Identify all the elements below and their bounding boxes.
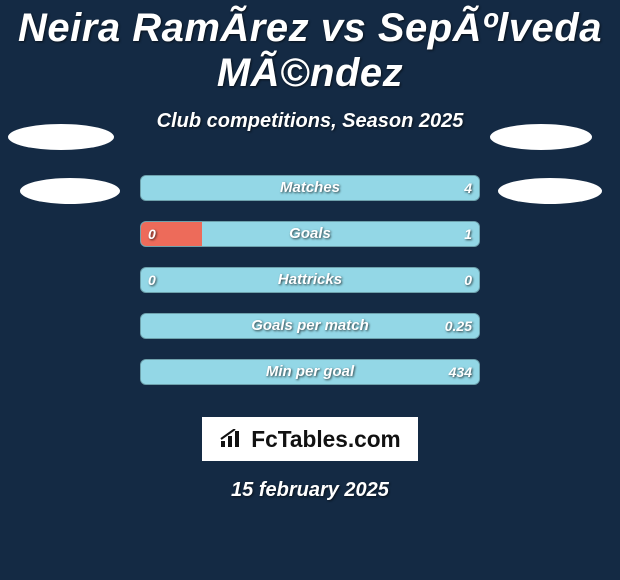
- stat-bar: [140, 313, 480, 339]
- stat-row: Min per goal434: [0, 359, 620, 405]
- stat-bar: [140, 267, 480, 293]
- brand-box[interactable]: FcTables.com: [202, 417, 418, 461]
- stat-row: Hattricks00: [0, 267, 620, 313]
- stat-value-left: 0: [148, 221, 156, 247]
- stat-bar-right: [141, 360, 479, 384]
- stat-bar: [140, 175, 480, 201]
- stat-bar: [140, 221, 480, 247]
- stat-bar-right: [141, 314, 479, 338]
- stat-value-right: 1: [464, 221, 472, 247]
- ellipse-right-2: [498, 178, 602, 204]
- stat-value-right: 0.25: [445, 313, 472, 339]
- stat-value-right: 434: [449, 359, 472, 385]
- stats-container: Matches4Goals01Hattricks00Goals per matc…: [0, 175, 620, 405]
- ellipse-left-2: [20, 178, 120, 204]
- stat-row: Goals per match0.25: [0, 313, 620, 359]
- stat-bar-right: [141, 176, 479, 200]
- stat-value-right: 0: [464, 267, 472, 293]
- stat-value-left: 0: [148, 267, 156, 293]
- comparison-card: Neira RamÃ­rez vs SepÃºlveda MÃ©ndez Clu…: [0, 0, 620, 580]
- ellipse-left-1: [8, 124, 114, 150]
- stat-bar: [140, 359, 480, 385]
- page-title: Neira RamÃ­rez vs SepÃºlveda MÃ©ndez: [0, 0, 620, 96]
- ellipse-right-1: [490, 124, 592, 150]
- brand-text: FcTables.com: [251, 426, 400, 453]
- stat-value-right: 4: [464, 175, 472, 201]
- bar-chart-icon: [219, 429, 243, 449]
- stat-bar-right: [202, 222, 479, 246]
- date-text: 15 february 2025: [0, 479, 620, 502]
- stat-row: Goals01: [0, 221, 620, 267]
